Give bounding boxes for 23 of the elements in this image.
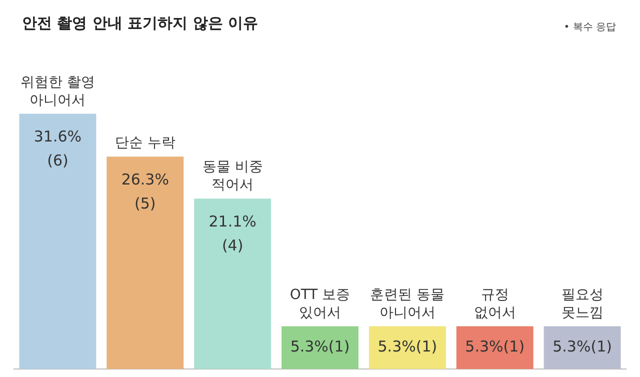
chart-title: 안전 촬영 안내 표기하지 않은 이유 — [22, 14, 258, 33]
text: • 복수 응답 — [564, 21, 616, 34]
x-tick-label: 규정 없어서 — [474, 286, 516, 321]
bar — [544, 326, 621, 369]
x-tick-label: OTT 보증 있어서 — [290, 286, 350, 321]
data-label: 5.3%(1) — [290, 337, 350, 356]
bar — [282, 326, 358, 369]
data-label: 31.6% (6) — [34, 128, 82, 170]
data-label: 5.3%(1) — [378, 337, 438, 356]
x-tick-label: 훈련된 동물 아니어서 — [370, 286, 445, 321]
x-tick-label: 필요성 못느낌 — [561, 286, 604, 321]
data-label: 5.3%(1) — [552, 337, 612, 356]
x-tick-label: 동물 비중 적어서 — [202, 159, 263, 194]
x-tick-label: 단순 누락 — [114, 135, 176, 152]
data-label: 21.1% (4) — [208, 212, 256, 254]
data-label: 5.3%(1) — [465, 337, 525, 356]
bar — [456, 326, 534, 369]
bar — [106, 156, 184, 369]
bar — [368, 326, 446, 369]
bar — [194, 198, 272, 369]
x-tick-label: 위험한 촬영 아니어서 — [20, 74, 95, 108]
bar — [19, 114, 96, 369]
data-label: 26.3% (5) — [121, 170, 169, 212]
